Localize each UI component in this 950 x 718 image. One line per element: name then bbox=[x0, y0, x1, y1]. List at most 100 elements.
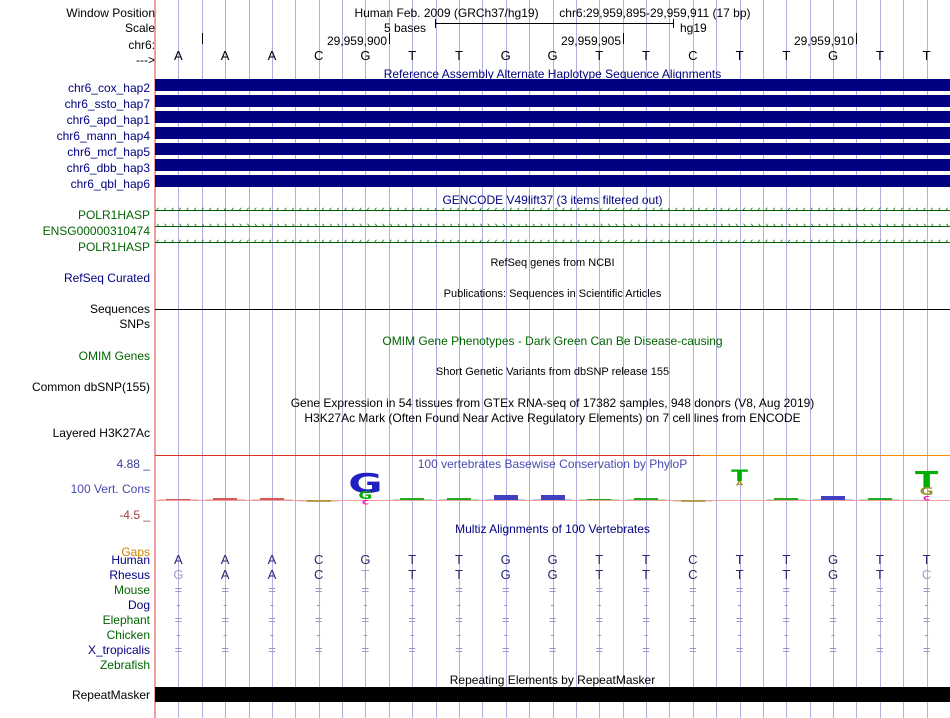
multiz-gap-glyph: = bbox=[782, 582, 791, 597]
multiz-alignment-row[interactable]: ----------------- bbox=[155, 628, 950, 643]
multiz-species-label[interactable]: Dog bbox=[127, 598, 150, 612]
multiz-alignment-row[interactable]: ----------------- bbox=[155, 598, 950, 613]
left-boundary-line bbox=[154, 0, 155, 718]
dbsnp-track-title[interactable]: Short Genetic Variants from dbSNP releas… bbox=[435, 366, 670, 378]
repeatmasker-bar[interactable] bbox=[155, 687, 950, 702]
alt-haplotype-bar[interactable] bbox=[155, 175, 950, 187]
multiz-gap-glyph: - bbox=[924, 597, 929, 612]
multiz-gap-glyph: = bbox=[642, 582, 650, 597]
multiz-gap-glyph: = bbox=[829, 582, 837, 597]
alt-haplotype-bar[interactable] bbox=[155, 127, 950, 139]
alt-haplotype-label[interactable]: chr6_qbl_hap6 bbox=[70, 177, 150, 191]
multiz-alignment-row[interactable]: = = = = = = = = = = = = = = = = = bbox=[155, 583, 950, 598]
multiz-gap-glyph: - bbox=[550, 597, 555, 612]
assembly-title: Human Feb. 2009 (GRCh37/hg19) chr6:29,95… bbox=[155, 7, 950, 19]
alt-haplotype-track-title[interactable]: Reference Assembly Alternate Haplotype S… bbox=[383, 67, 722, 81]
layered-h3k27ac-label[interactable]: Layered H3K27Ac bbox=[52, 426, 150, 440]
multiz-base: T bbox=[922, 552, 931, 567]
omim-track-title[interactable]: OMIM Gene Phenotypes - Dark Green Can Be… bbox=[382, 334, 723, 348]
gencode-gene-label[interactable]: ENSG00000310474 bbox=[42, 224, 150, 238]
multiz-gap-glyph: = bbox=[782, 612, 791, 627]
multiz-alignment-row[interactable] bbox=[155, 658, 950, 673]
alt-haplotype-label[interactable]: chr6_cox_hap2 bbox=[67, 81, 150, 95]
alt-haplotype-label[interactable]: chr6_apd_hap1 bbox=[66, 113, 150, 127]
multiz-gap-glyph: = bbox=[268, 582, 276, 597]
repeatmasker-label[interactable]: RepeatMasker bbox=[71, 688, 150, 702]
gencode-gene-label[interactable]: POLR1HASP bbox=[77, 208, 150, 222]
conservation-bar bbox=[634, 497, 659, 500]
gencode-transcript-row[interactable]: ‹‹‹‹‹‹‹‹‹‹‹‹‹‹‹‹‹‹‹‹‹‹‹‹‹‹‹‹‹‹‹‹‹‹‹‹‹‹‹‹… bbox=[155, 237, 950, 248]
multiz-species-label[interactable]: Zebrafish bbox=[99, 658, 150, 672]
multiz-alignment-row[interactable]: = = = = = = = = = = = = = = = = = bbox=[155, 613, 950, 628]
multiz-gap-glyph: - bbox=[830, 627, 836, 642]
h3k27ac-track-title[interactable]: H3K27Ac Mark (Often Found Near Active Re… bbox=[304, 411, 801, 425]
sequences-label[interactable]: Sequences bbox=[89, 302, 150, 316]
multiz-alignment-row[interactable]: = = = = = = = = = = = = = = = = = bbox=[155, 643, 950, 658]
reference-base: A bbox=[220, 48, 230, 63]
repeatmasker-track-title[interactable]: Repeating Elements by RepeatMasker bbox=[449, 673, 656, 687]
gencode-transcript-row[interactable]: ››››››››››››››››››››››››››››››››››››››››… bbox=[155, 221, 950, 232]
conservation-top-rule-orange bbox=[700, 455, 950, 456]
conservation-bar bbox=[446, 497, 471, 500]
alt-haplotype-label[interactable]: chr6_dbb_hap3 bbox=[66, 161, 150, 175]
ruler-tick bbox=[202, 33, 203, 44]
alt-haplotype-label[interactable]: chr6_mcf_hap5 bbox=[67, 145, 150, 159]
multiz-gap-glyph: = bbox=[595, 582, 604, 597]
ruler-coordinate: 29,959,905 bbox=[560, 34, 621, 48]
multiz-gap-glyph: - bbox=[222, 627, 228, 642]
alt-haplotype-label[interactable]: chr6_ssto_hap7 bbox=[64, 97, 150, 111]
gencode-transcript-line bbox=[155, 210, 950, 211]
conservation-bar bbox=[166, 498, 191, 500]
multiz-species-label[interactable]: Chicken bbox=[106, 628, 150, 642]
multiz-species-label[interactable]: Mouse bbox=[113, 583, 150, 597]
alt-haplotype-bar[interactable] bbox=[155, 159, 950, 171]
ruler-coordinate: 29,959,900 bbox=[326, 34, 387, 48]
snps-label[interactable]: SNPs bbox=[119, 317, 150, 331]
gtex-track-title[interactable]: Gene Expression in 54 tissues from GTEx … bbox=[290, 396, 815, 410]
multiz-gap-glyph: - bbox=[690, 627, 695, 642]
multiz-gap-glyph: = bbox=[455, 642, 463, 657]
multiz-species-label[interactable]: Elephant bbox=[102, 613, 150, 627]
omim-genes-label[interactable]: OMIM Genes bbox=[78, 349, 150, 363]
gencode-gene-label[interactable]: POLR1HASP bbox=[77, 240, 150, 254]
position-range[interactable]: chr6:29,959,895-29,959,911 (17 bp) bbox=[559, 6, 751, 20]
multiz-gap-glyph: - bbox=[737, 597, 742, 612]
multiz-track-title[interactable]: Multiz Alignments of 100 Vertebrates bbox=[455, 522, 650, 536]
alt-haplotype-label[interactable]: chr6_mann_hap4 bbox=[56, 129, 150, 143]
multiz-gap-glyph: - bbox=[877, 627, 883, 642]
multiz-gap-glyph: = bbox=[642, 612, 650, 627]
alt-haplotype-bar[interactable] bbox=[155, 111, 950, 123]
conservation-track-title[interactable]: 100 vertebrates Basewise Conservation by… bbox=[417, 457, 688, 471]
multiz-gap-glyph: = bbox=[548, 642, 557, 657]
multiz-gap-glyph: = bbox=[922, 582, 931, 597]
gencode-transcript-row[interactable]: ‹‹‹‹‹‹‹‹‹‹‹‹‹‹‹‹‹‹‹‹‹‹‹‹‹‹‹‹‹‹‹‹‹‹‹‹‹‹‹‹… bbox=[155, 205, 950, 216]
multiz-species-label[interactable]: X_tropicalis bbox=[87, 643, 150, 657]
publications-track-title[interactable]: Publications: Sequences in Scientific Ar… bbox=[443, 288, 662, 300]
conservation-bar bbox=[774, 498, 799, 500]
alt-haplotype-bar[interactable] bbox=[155, 79, 950, 91]
reference-base: T bbox=[875, 48, 884, 63]
multiz-gap-glyph: - bbox=[456, 597, 462, 612]
reference-base: G bbox=[547, 48, 558, 63]
multiz-gap-glyph: = bbox=[314, 612, 323, 627]
multiz-gap-glyph: = bbox=[361, 642, 370, 657]
alt-haplotype-bar[interactable] bbox=[155, 95, 950, 107]
common-dbsnp-label[interactable]: Common dbSNP(155) bbox=[31, 380, 150, 394]
alt-haplotype-bar[interactable] bbox=[155, 143, 950, 155]
refseq-track-title[interactable]: RefSeq genes from NCBI bbox=[490, 257, 615, 269]
multiz-species-label[interactable]: Human bbox=[111, 553, 150, 567]
multiz-base: T bbox=[782, 552, 791, 567]
conservation-bar bbox=[867, 497, 892, 500]
multiz-base: G bbox=[547, 567, 558, 582]
conservation-track-label[interactable]: 100 Vert. Cons bbox=[70, 482, 150, 496]
refseq-curated-label[interactable]: RefSeq Curated bbox=[63, 271, 150, 285]
multiz-gap-glyph: - bbox=[176, 597, 181, 612]
conservation-wisp bbox=[673, 501, 713, 502]
gencode-track-title[interactable]: GENCODE V49lift37 (3 items filtered out) bbox=[442, 193, 663, 207]
ruler-tick bbox=[856, 33, 857, 44]
multiz-species-label[interactable]: Rhesus bbox=[109, 568, 150, 582]
